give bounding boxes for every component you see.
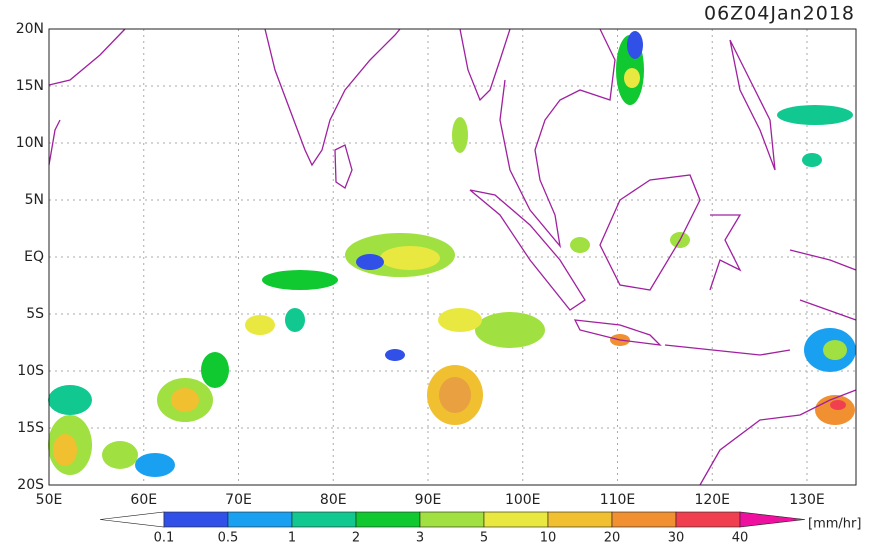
- lon-label: 130E: [789, 492, 825, 508]
- lat-label: 10N: [16, 135, 44, 151]
- lon-label: 50E: [36, 492, 63, 508]
- colorbar-label: 30: [668, 531, 685, 544]
- lon-label: 80E: [320, 492, 347, 508]
- lon-label: 60E: [130, 492, 157, 508]
- colorbar-label: 2: [352, 531, 360, 544]
- colorbar-label: 5: [480, 531, 488, 544]
- rain-areas: [48, 31, 856, 477]
- lon-label: 70E: [225, 492, 252, 508]
- map-title: 06Z04Jan2018: [704, 3, 855, 25]
- map-frame: [48, 28, 857, 486]
- lat-label: 5N: [25, 192, 44, 208]
- lon-label: 110E: [600, 492, 636, 508]
- lat-label: 10S: [17, 363, 44, 379]
- lat-label: EQ: [24, 249, 44, 265]
- colorbar-label: 40: [732, 531, 749, 544]
- colorbar-label: 10: [540, 531, 557, 544]
- lat-label: 15S: [17, 420, 44, 436]
- lat-label: 5S: [26, 306, 44, 322]
- colorbar-label: 0.5: [218, 531, 239, 544]
- lon-label: 120E: [694, 492, 730, 508]
- lat-label: 15N: [16, 78, 44, 94]
- colorbar: [99, 511, 806, 528]
- colorbar-unit: [mm/hr]: [808, 517, 861, 532]
- lon-label: 100E: [505, 492, 541, 508]
- lat-label: 20N: [16, 21, 44, 37]
- lon-label: 90E: [415, 492, 442, 508]
- colorbar-label: 3: [416, 531, 424, 544]
- colorbar-label: 1: [288, 531, 296, 544]
- coastlines: [48, 28, 857, 486]
- colorbar-label: 20: [604, 531, 621, 544]
- lat-label: 20S: [17, 477, 44, 493]
- colorbar-label: 0.1: [154, 531, 175, 544]
